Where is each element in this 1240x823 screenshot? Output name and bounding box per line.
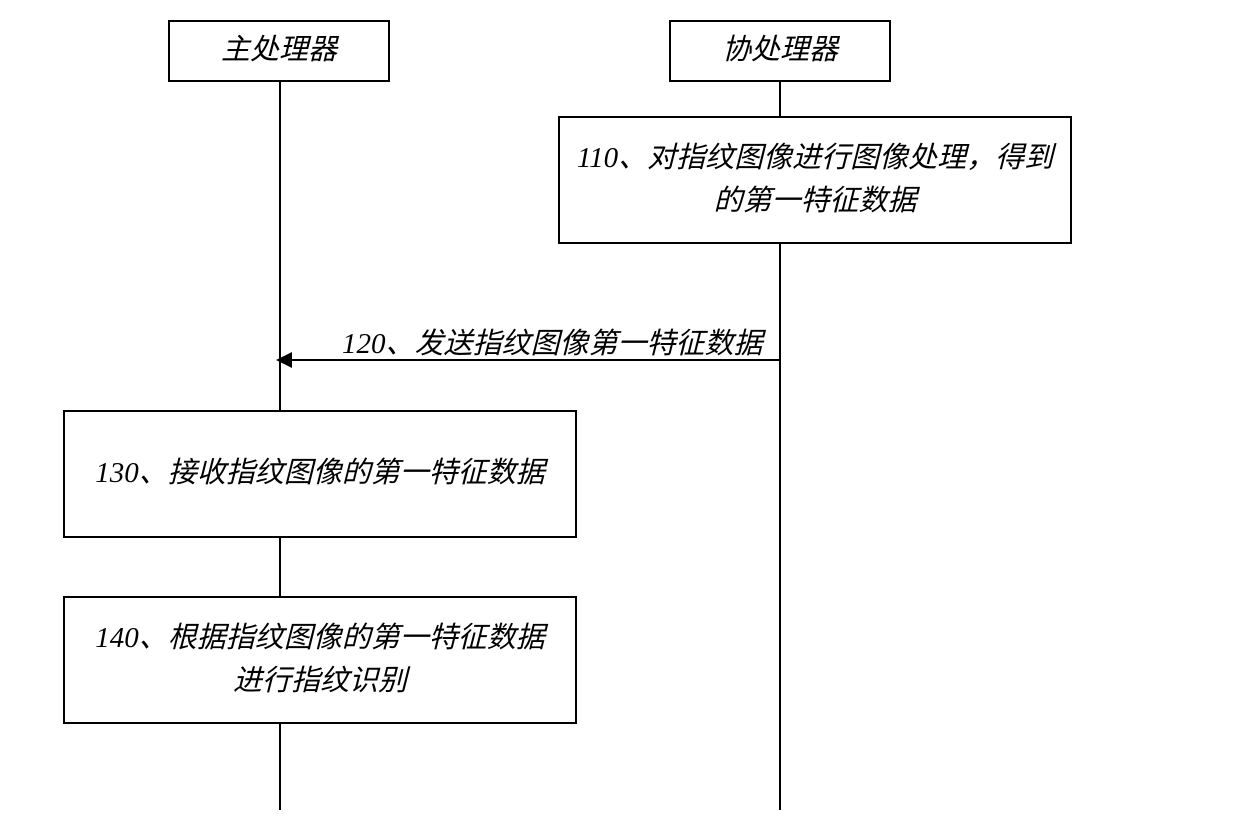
actor-main-label: 主处理器 — [221, 29, 337, 73]
message-120-label: 120、发送指纹图像第一特征数据 — [342, 320, 763, 362]
lifeline-co-lower — [779, 244, 781, 810]
actor-main-processor: 主处理器 — [168, 20, 390, 82]
step-130-text: 130、接收指纹图像的第一特征数据 — [95, 452, 545, 496]
sequence-diagram: 主处理器 协处理器 110、对指纹图像进行图像处理，得到的第一特征数据 120、… — [0, 0, 1240, 823]
lifeline-co — [779, 82, 781, 116]
step-110-text: 110、对指纹图像进行图像处理，得到的第一特征数据 — [576, 137, 1054, 224]
step-140: 140、根据指纹图像的第一特征数据进行指纹识别 — [63, 596, 577, 724]
actor-co-processor: 协处理器 — [669, 20, 891, 82]
step-130: 130、接收指纹图像的第一特征数据 — [63, 410, 577, 538]
actor-co-label: 协处理器 — [722, 29, 838, 73]
step-140-text: 140、根据指纹图像的第一特征数据进行指纹识别 — [81, 617, 559, 704]
step-110: 110、对指纹图像进行图像处理，得到的第一特征数据 — [558, 116, 1072, 244]
message-120-arrowhead — [276, 352, 292, 368]
